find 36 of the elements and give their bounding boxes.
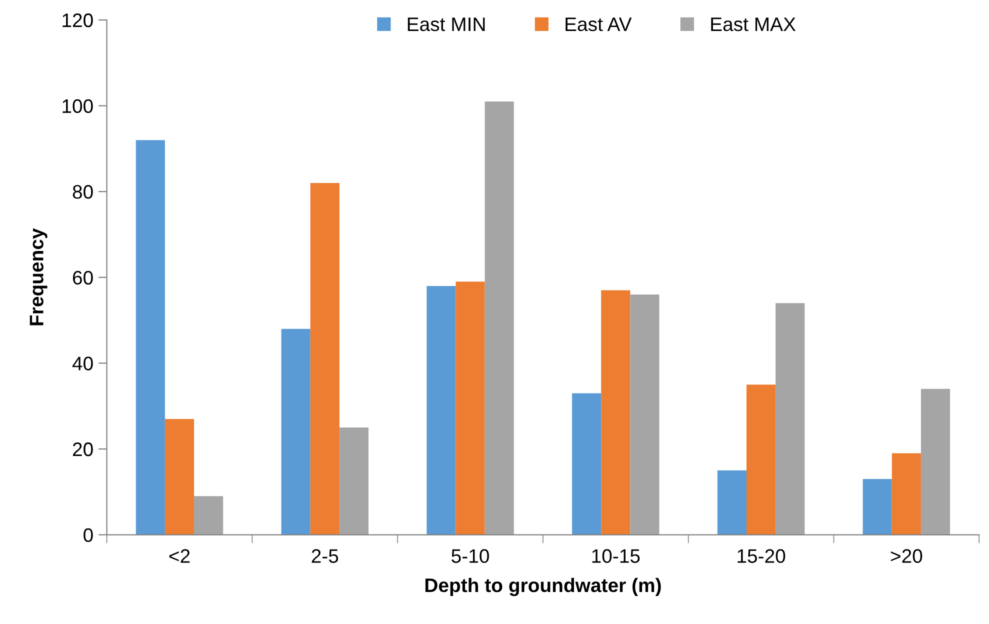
bar bbox=[136, 140, 165, 535]
bar bbox=[310, 182, 340, 535]
bar bbox=[630, 294, 660, 535]
bar bbox=[746, 384, 776, 535]
y-tick-label: 120 bbox=[62, 13, 93, 28]
y-tick-label: 40 bbox=[72, 356, 93, 370]
x-tick-label: 2-5 bbox=[312, 549, 338, 563]
bar bbox=[484, 101, 514, 535]
y-tick-label: 20 bbox=[72, 442, 93, 456]
y-tick-label: 60 bbox=[72, 270, 93, 285]
bar bbox=[281, 328, 310, 535]
bar bbox=[339, 428, 368, 535]
x-axis-title: Depth to groundwater (m) bbox=[425, 578, 661, 596]
bar bbox=[920, 388, 950, 535]
y-axis-title: Frequency bbox=[30, 228, 48, 326]
x-tick-label: 5-10 bbox=[452, 549, 489, 563]
bar bbox=[776, 303, 805, 535]
bar bbox=[892, 453, 921, 535]
legend-label: East AV bbox=[566, 18, 632, 32]
bar bbox=[164, 418, 194, 535]
bar bbox=[456, 282, 485, 535]
x-tick-label: >20 bbox=[890, 549, 922, 563]
legend-label: East MAX bbox=[711, 18, 796, 32]
bar bbox=[572, 393, 602, 535]
bar bbox=[601, 290, 630, 535]
y-tick-label: 100 bbox=[62, 99, 93, 114]
y-tick-label: 0 bbox=[84, 528, 93, 542]
x-tick-label: <2 bbox=[169, 549, 190, 563]
bar bbox=[862, 479, 892, 535]
bar bbox=[717, 470, 746, 535]
legend-label: East MIN bbox=[408, 18, 485, 32]
bar bbox=[194, 496, 224, 535]
bar bbox=[426, 286, 456, 535]
x-tick-label: 15-20 bbox=[738, 549, 786, 563]
y-tick-label: 80 bbox=[72, 185, 93, 199]
x-tick-label: 10-15 bbox=[592, 549, 640, 563]
